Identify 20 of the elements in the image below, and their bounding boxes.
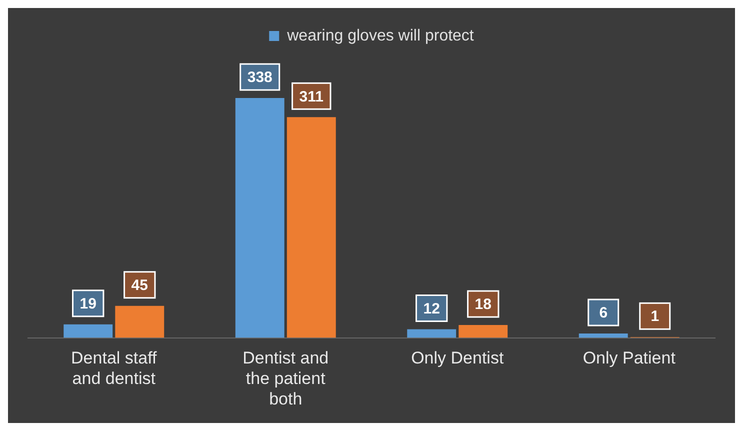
bar (407, 329, 456, 338)
data-label: 6 (599, 304, 608, 322)
data-label: 338 (247, 69, 272, 86)
x-tick-label: Only Dentist (411, 348, 504, 368)
x-tick-label: Dental staff and dentist (71, 348, 157, 388)
bar (286, 117, 336, 338)
data-label: 18 (474, 296, 492, 314)
data-label: 12 (423, 300, 440, 318)
bar (458, 325, 508, 338)
data-label: 311 (299, 88, 324, 106)
bar (115, 306, 164, 338)
bar (64, 324, 113, 338)
bar (235, 98, 284, 338)
x-tick-label: Only Patient (582, 348, 676, 368)
data-label: 1 (650, 308, 660, 326)
data-label: 45 (131, 277, 148, 294)
data-label: 19 (80, 295, 96, 312)
x-tick-label: Dentist and the patient both (242, 348, 329, 408)
legend-label: wearing gloves will protect (286, 27, 474, 44)
bar (578, 334, 628, 338)
